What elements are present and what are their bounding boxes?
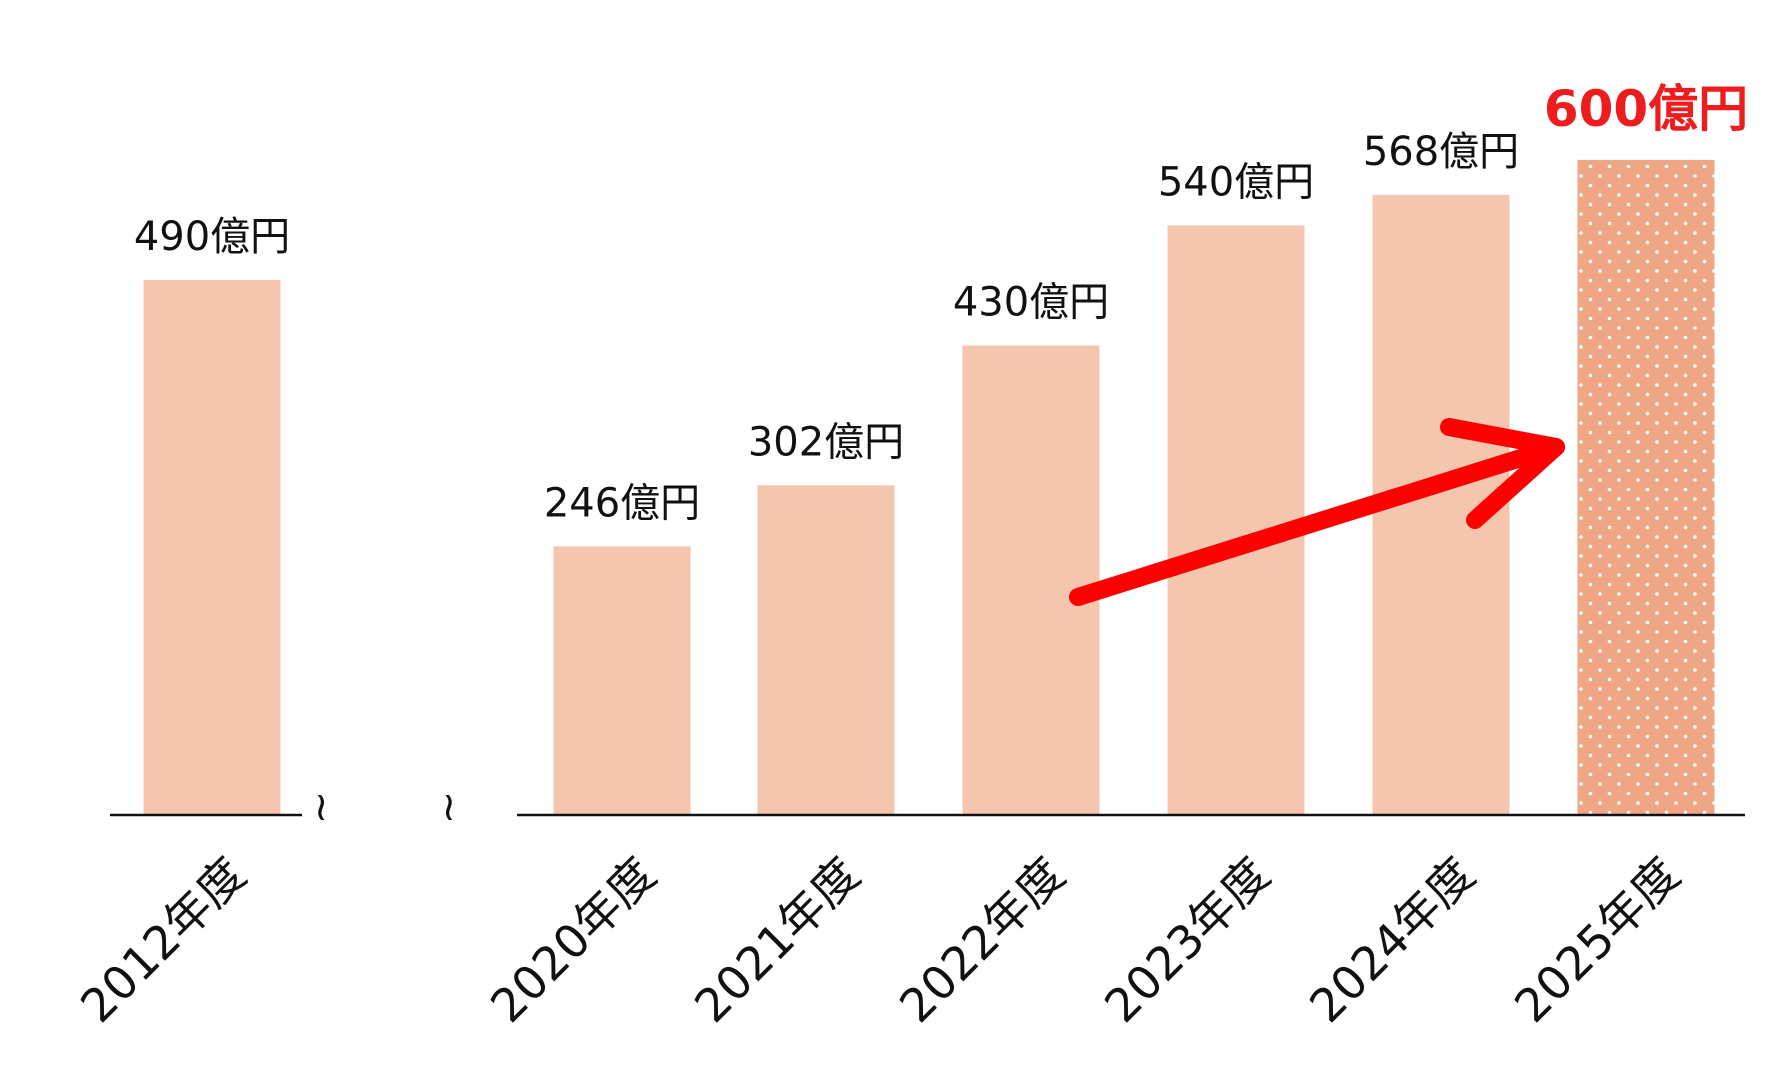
category-label-2020: 2020年度 <box>480 847 666 1033</box>
axis-layer: ≀ ≀ <box>110 784 1745 830</box>
category-labels-layer: 2012年度 2020年度 2021年度 2022年度 2023年度 2024年度 2025… <box>70 847 1690 1033</box>
value-label-2020: 246億円 <box>544 480 700 526</box>
value-label-2012: 490億円 <box>134 214 290 260</box>
category-label-2012: 2012年度 <box>70 847 256 1033</box>
value-labels-layer: 490億円 246億円 302億円 430億円 540億円 568億円 600億円 <box>134 80 1748 527</box>
bar-2022 <box>962 345 1100 815</box>
value-label-2022: 430億円 <box>953 280 1109 326</box>
category-label-2023: 2023年度 <box>1094 847 1280 1033</box>
value-label-2024: 568億円 <box>1363 129 1519 175</box>
value-label-2025: 600億円 <box>1544 80 1748 138</box>
bar-2025 <box>1577 159 1715 816</box>
bar-2021 <box>757 485 895 815</box>
value-label-2023: 540億円 <box>1158 159 1314 205</box>
bars-layer <box>143 159 1715 816</box>
bar-2020 <box>553 546 691 815</box>
bar-2023 <box>1167 225 1305 816</box>
bar-2012 <box>143 280 281 815</box>
category-label-2025: 2025年度 <box>1504 847 1690 1033</box>
category-label-2024: 2024年度 <box>1299 847 1485 1033</box>
axis-break-symbol: ≀ ≀ <box>314 784 507 830</box>
trend-arrow-shaft <box>1069 438 1565 606</box>
category-label-2021: 2021年度 <box>684 847 870 1033</box>
category-label-2022: 2022年度 <box>889 847 1075 1033</box>
trend-arrow-layer <box>1069 418 1565 606</box>
trend-arrow-head <box>1440 418 1565 529</box>
value-label-2021: 302億円 <box>748 419 904 465</box>
